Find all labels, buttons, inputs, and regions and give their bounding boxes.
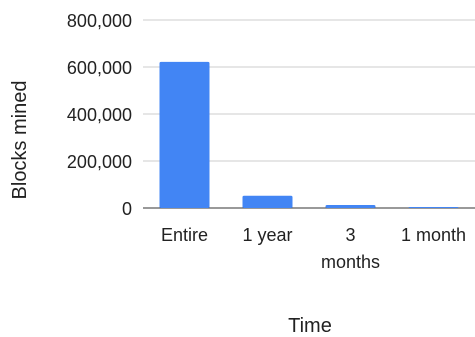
bar <box>242 195 293 208</box>
y-tick-labels: 0 200,000 400,000 600,000 800,000 <box>67 11 132 219</box>
bars <box>159 61 459 208</box>
x-tick-label: 3 months <box>321 225 380 272</box>
bar <box>159 61 210 208</box>
x-tick-label: 1 year <box>242 225 292 245</box>
y-tick-label: 0 <box>122 199 132 219</box>
y-tick-label: 800,000 <box>67 11 132 31</box>
x-axis-title: Time <box>288 315 332 337</box>
y-tick-label: 400,000 <box>67 105 132 125</box>
x-tick-label: Entire <box>161 225 208 245</box>
y-tick-label: 200,000 <box>67 152 132 172</box>
y-tick-label: 600,000 <box>67 58 132 78</box>
bar <box>325 204 376 208</box>
bar <box>408 207 459 208</box>
x-tick-labels: Entire 1 year 3 months 1 month <box>161 225 466 272</box>
x-tick-label: 1 month <box>401 225 466 245</box>
y-axis-title: Blocks mined <box>9 81 31 200</box>
